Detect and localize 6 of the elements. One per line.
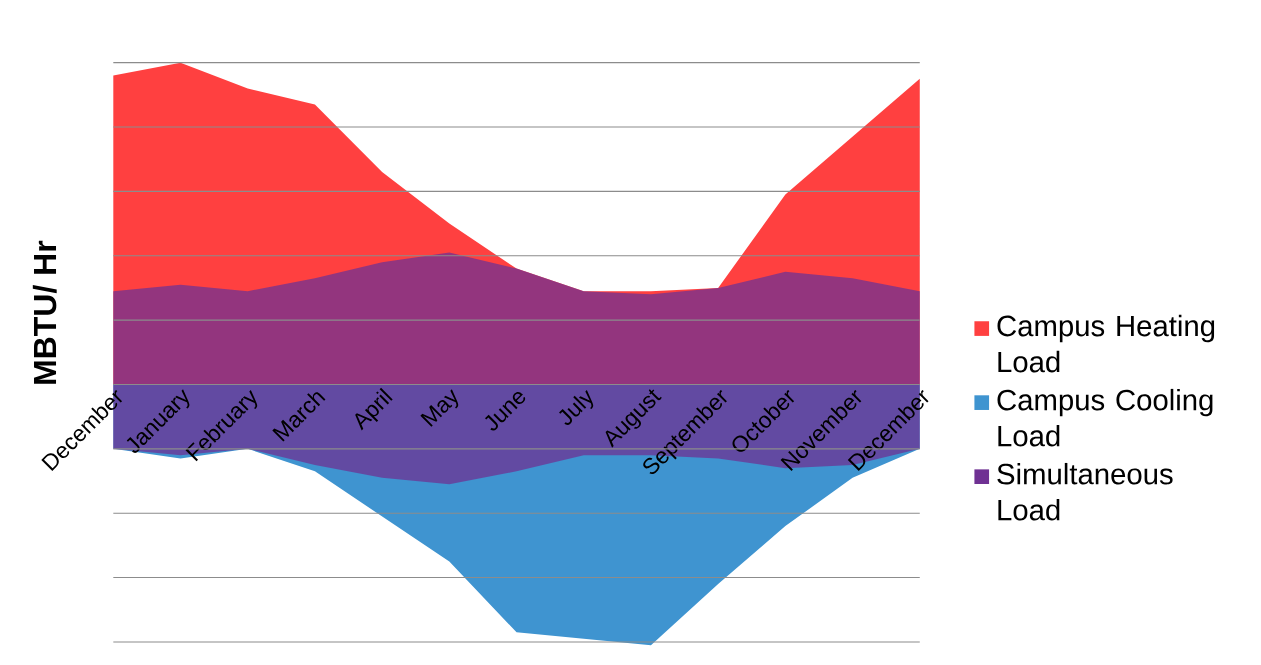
- legend-label: Campus Cooling Load: [997, 388, 1213, 447]
- x-tick-label: May: [420, 389, 459, 427]
- legend-label: Simultaneous Load: [997, 462, 1173, 521]
- legend-label: Campus Heating Load: [997, 314, 1215, 373]
- y-axis-title: MBTU/ Hr: [32, 240, 57, 384]
- x-tick-label: July: [559, 389, 594, 425]
